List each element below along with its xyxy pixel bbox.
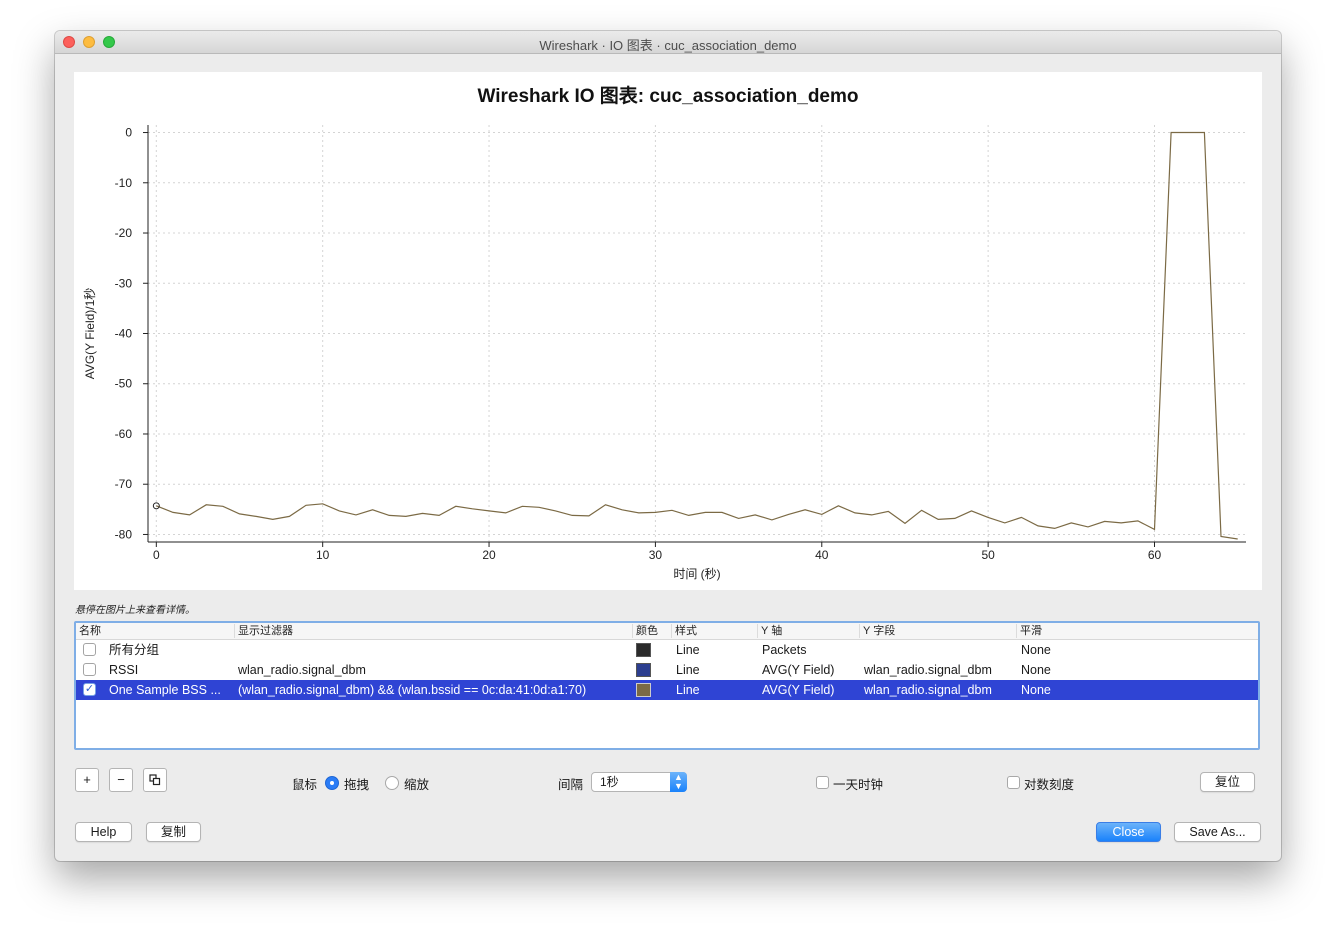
close-button[interactable]: Close — [1096, 822, 1161, 842]
graph-name: RSSI — [109, 663, 139, 677]
log-scale-label[interactable]: 对数刻度 — [1024, 778, 1075, 792]
graph-smooth: None — [1021, 643, 1051, 657]
help-button[interactable]: Help — [75, 822, 132, 842]
hover-hint: 悬停在图片上来查看详情。 — [75, 605, 195, 616]
graph-style: Line — [676, 663, 700, 677]
x-tick-label: 20 — [482, 548, 496, 562]
chart-title: Wireshark IO 图表: cuc_association_demo — [477, 86, 859, 107]
title-bar[interactable]: Wireshark · IO 图表 · cuc_association_demo — [55, 31, 1281, 54]
header-y-field[interactable]: Y 字段 — [859, 624, 1013, 638]
zoom-window-icon[interactable] — [103, 36, 115, 48]
color-swatch[interactable] — [636, 643, 651, 657]
y-tick-label: -50 — [115, 377, 133, 391]
y-tick-label: -80 — [115, 527, 133, 541]
mouse-mode-label: 鼠标 — [292, 778, 318, 792]
interval-value: 1秒 — [600, 775, 619, 789]
header-y-axis[interactable]: Y 轴 — [757, 624, 857, 638]
io-chart[interactable]: 0 10 20 30 40 50 60 0 -10 -20 -30 -40 -50 -60 -70 -80 时间… — [74, 72, 1262, 590]
io-graph-window: Wireshark · IO 图表 · cuc_association_demo… — [55, 31, 1281, 861]
table-row[interactable]: 所有分组 Line Packets None — [76, 640, 1258, 660]
y-tick-label: -20 — [115, 226, 133, 240]
graph-filter: (wlan_radio.signal_dbm) && (wlan.bssid =… — [238, 683, 587, 697]
x-tick-label: 0 — [153, 548, 160, 562]
graph-style: Line — [676, 683, 700, 697]
x-tick-label: 40 — [815, 548, 829, 562]
add-graph-button[interactable]: + — [75, 768, 99, 792]
header-color[interactable]: 颜色 — [632, 624, 670, 638]
graph-y-field: wlan_radio.signal_dbm — [864, 663, 992, 677]
time-of-day-checkbox[interactable] — [816, 776, 829, 789]
table-row[interactable]: ✓ One Sample BSS ... (wlan_radio.signal_… — [76, 680, 1258, 700]
y-tick-label: -10 — [115, 176, 133, 190]
header-name[interactable]: 名称 — [79, 625, 101, 637]
graph-name: 所有分组 — [109, 643, 160, 657]
y-tick-label: -70 — [115, 477, 133, 491]
graph-y-axis: AVG(Y Field) — [762, 663, 835, 677]
zoom-label[interactable]: 缩放 — [404, 778, 430, 792]
y-tick-label: 0 — [125, 126, 132, 140]
graph-y-axis: AVG(Y Field) — [762, 683, 835, 697]
interval-label: 间隔 — [558, 778, 584, 792]
zoom-radio[interactable] — [385, 776, 399, 790]
graph-y-axis: Packets — [762, 643, 807, 657]
color-swatch[interactable] — [636, 683, 651, 697]
graph-filter: wlan_radio.signal_dbm — [238, 663, 366, 677]
header-filter[interactable]: 显示过滤器 — [234, 624, 632, 638]
header-smooth[interactable]: 平滑 — [1016, 624, 1250, 638]
enable-checkbox[interactable]: ✓ — [83, 683, 96, 696]
close-window-icon[interactable] — [63, 36, 75, 48]
save-as-button[interactable]: Save As... — [1174, 822, 1261, 842]
y-axis-label: AVG(Y Field)/1秒 — [83, 288, 97, 380]
series-line — [156, 131, 1238, 540]
minimize-window-icon[interactable] — [83, 36, 95, 48]
x-tick-label: 60 — [1148, 548, 1162, 562]
enable-checkbox[interactable] — [83, 643, 96, 656]
drag-label[interactable]: 拖拽 — [344, 778, 370, 792]
graph-smooth: None — [1021, 663, 1051, 677]
updown-arrow-icon: ▲ ▼ — [670, 772, 687, 792]
table-header: 名称 显示过滤器 颜色 样式 Y 轴 Y 字段 平滑 — [76, 623, 1258, 640]
copy-graph-button[interactable] — [143, 768, 167, 792]
enable-checkbox[interactable] — [83, 663, 96, 676]
copy-button[interactable]: 复制 — [146, 822, 201, 842]
graph-smooth: None — [1021, 683, 1051, 697]
window-title: Wireshark · IO 图表 · cuc_association_demo — [539, 38, 797, 53]
x-axis-label: 时间 (秒) — [673, 567, 720, 581]
log-scale-checkbox[interactable] — [1007, 776, 1020, 789]
remove-graph-button[interactable]: − — [109, 768, 133, 792]
x-tick-label: 50 — [981, 548, 995, 562]
interval-select[interactable]: 1秒 ▲ ▼ — [591, 772, 687, 792]
color-swatch[interactable] — [636, 663, 651, 677]
graphs-table[interactable]: 名称 显示过滤器 颜色 样式 Y 轴 Y 字段 平滑 所有分组 Line Pac… — [74, 621, 1260, 750]
y-tick-label: -60 — [115, 427, 133, 441]
duplicate-icon — [149, 774, 161, 786]
graph-style: Line — [676, 643, 700, 657]
time-of-day-label[interactable]: 一天时钟 — [833, 778, 884, 792]
header-style[interactable]: 样式 — [671, 624, 755, 638]
first-point-marker — [152, 502, 160, 510]
x-tick-label: 10 — [316, 548, 330, 562]
x-tick-label: 30 — [649, 548, 663, 562]
drag-radio[interactable] — [325, 776, 339, 790]
table-row[interactable]: RSSI wlan_radio.signal_dbm Line AVG(Y Fi… — [76, 660, 1258, 680]
graph-y-field: wlan_radio.signal_dbm — [864, 683, 992, 697]
y-tick-label: -40 — [115, 327, 133, 341]
chart-panel[interactable]: Wireshark IO 图表: cuc_association_demo 0 1… — [74, 72, 1262, 590]
y-tick-label: -30 — [115, 276, 133, 290]
reset-button[interactable]: 复位 — [1200, 772, 1255, 792]
graph-name: One Sample BSS ... — [109, 683, 221, 697]
